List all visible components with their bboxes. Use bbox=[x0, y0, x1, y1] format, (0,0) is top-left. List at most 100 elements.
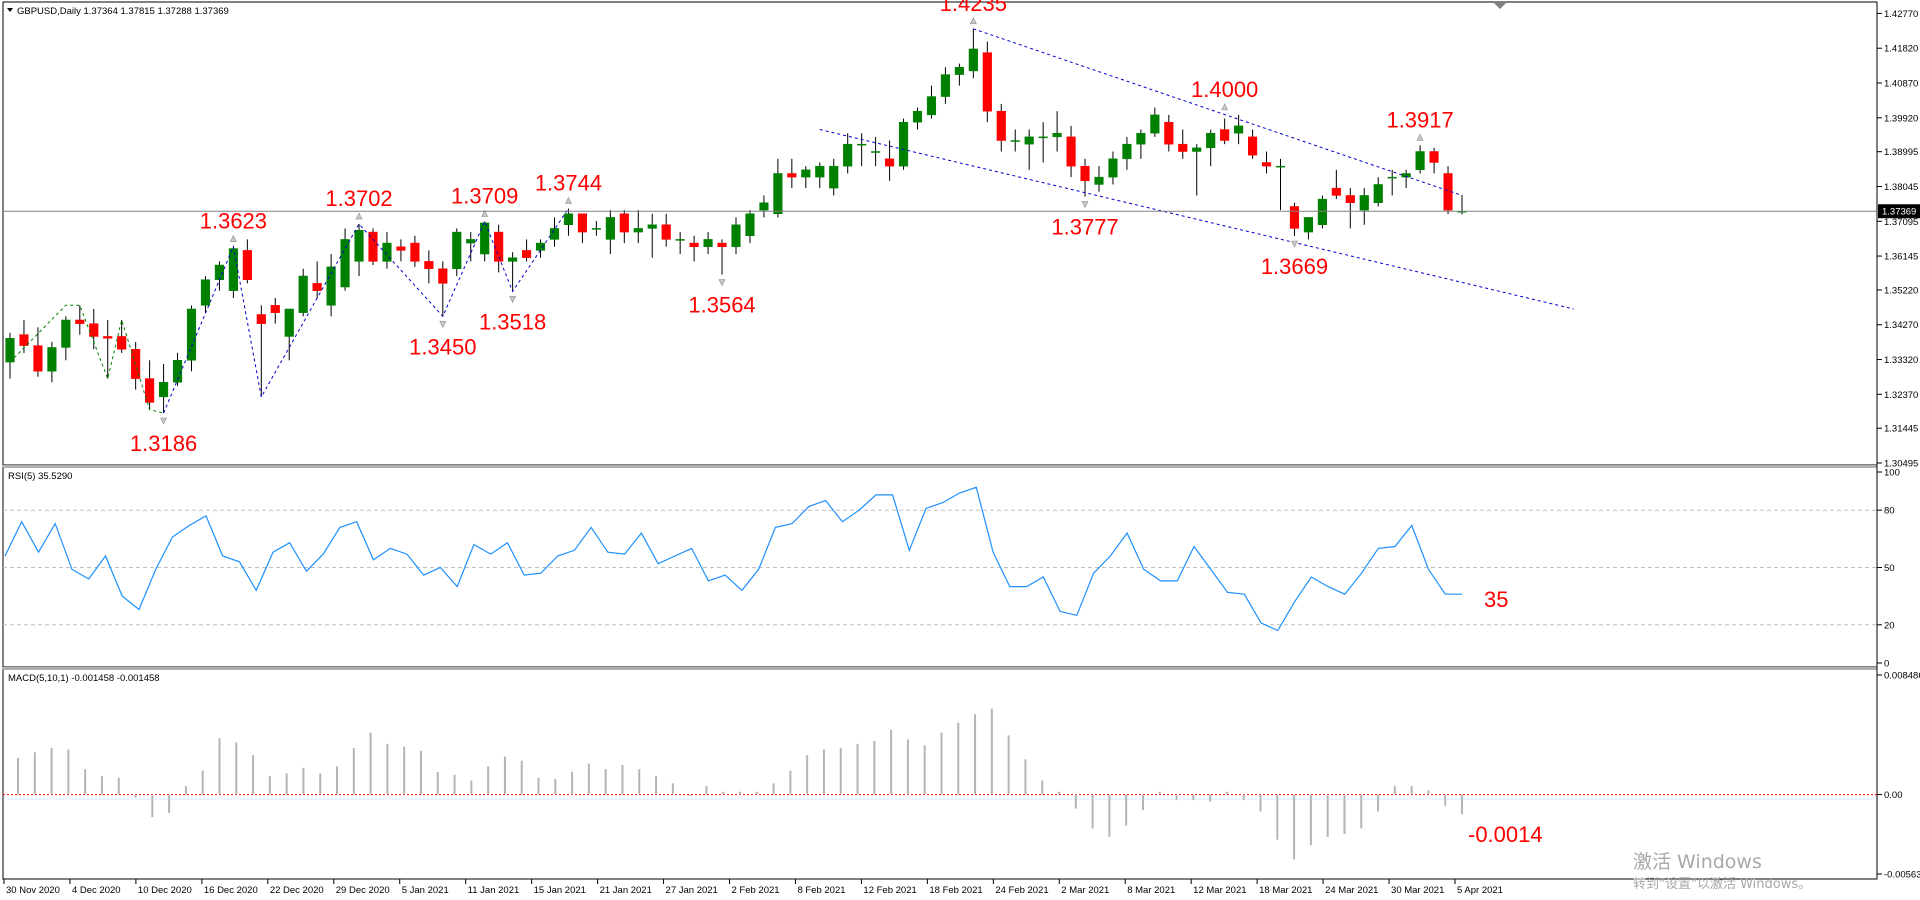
candle-body bbox=[815, 165, 825, 178]
candle-body bbox=[1038, 136, 1048, 139]
candle-body bbox=[270, 305, 280, 313]
candle-body bbox=[47, 347, 57, 372]
chart-shift-icon[interactable] bbox=[1494, 3, 1506, 9]
macd-axis-tick-label: -0.005638 bbox=[1884, 870, 1920, 881]
candle-body bbox=[619, 213, 629, 233]
candle-body bbox=[326, 266, 336, 306]
fractal-arrow-icon bbox=[1290, 240, 1298, 248]
rsi-axis-tick-label: 50 bbox=[1884, 563, 1895, 574]
time-axis-tick-label: 5 Apr 2021 bbox=[1457, 885, 1503, 896]
time-axis-tick-label: 8 Feb 2021 bbox=[797, 885, 845, 896]
rsi-line bbox=[4, 486, 1462, 632]
rsi-axis-tick-label: 80 bbox=[1884, 506, 1895, 517]
time-axis-tick-label: 11 Jan 2021 bbox=[468, 885, 520, 896]
axes-layer: 1.42770 1.41820 1.40870 1.39920 1.38995 1.380… bbox=[3, 9, 1920, 896]
candle-body bbox=[186, 308, 197, 361]
fractal-arrow-icon bbox=[439, 321, 447, 328]
candle-body bbox=[368, 231, 378, 262]
chart-title: GBPUSD,Daily 1.37364 1.37815 1.37288 1.3… bbox=[17, 6, 229, 17]
candle-body bbox=[452, 231, 462, 269]
candle-body bbox=[926, 96, 937, 116]
current-price-tag-label: 1.37369 bbox=[1882, 207, 1916, 218]
candle-body bbox=[898, 121, 909, 167]
price-axis-tick-label: 1.35220 bbox=[1884, 285, 1918, 296]
macd-axis-tick-label: 0.008486 bbox=[1884, 671, 1920, 682]
candle-body bbox=[535, 242, 546, 251]
candle-body bbox=[1108, 158, 1118, 178]
candle-body bbox=[1317, 198, 1327, 226]
price-annotation: 1.3450 bbox=[409, 334, 476, 359]
candle-body bbox=[871, 151, 881, 153]
candle-body bbox=[382, 242, 392, 262]
time-axis-tick-label: 2 Feb 2021 bbox=[732, 885, 780, 896]
candle-body bbox=[787, 173, 797, 178]
candle-body bbox=[480, 222, 490, 255]
candle-body bbox=[843, 143, 853, 167]
time-axis-tick-label: 30 Mar 2021 bbox=[1391, 885, 1444, 896]
panel-separator[interactable] bbox=[3, 465, 1877, 468]
time-axis-tick-label: 27 Jan 2021 bbox=[666, 885, 718, 896]
candle-body bbox=[354, 229, 364, 262]
time-axis-tick-label: 21 Jan 2021 bbox=[600, 885, 652, 896]
candle-body bbox=[1359, 195, 1369, 211]
candle-body bbox=[633, 228, 643, 233]
time-axis-tick-label: 29 Dec 2020 bbox=[336, 885, 390, 896]
panel-separator[interactable] bbox=[3, 667, 1877, 670]
rsi-layer: 100 80 50 20 0 35 bbox=[3, 468, 1900, 670]
price-axis-tick-label: 1.37095 bbox=[1884, 217, 1918, 228]
channel-upper-line bbox=[973, 28, 1463, 196]
candle-body bbox=[1136, 132, 1146, 145]
candle-body bbox=[298, 275, 308, 313]
candle-body bbox=[1345, 195, 1355, 204]
price-axis-tick-label: 1.36145 bbox=[1884, 252, 1918, 263]
candle-body bbox=[829, 165, 839, 189]
candle-body bbox=[1094, 176, 1104, 185]
price-axis-tick-label: 1.40870 bbox=[1884, 79, 1918, 90]
dropdown-triangle-icon[interactable] bbox=[7, 8, 13, 12]
current-price-tag bbox=[1878, 204, 1920, 219]
price-annotation: 1.3669 bbox=[1261, 254, 1328, 279]
candle-body bbox=[200, 279, 211, 306]
candle-body bbox=[857, 143, 867, 146]
candle-body bbox=[912, 110, 923, 123]
candle-body bbox=[1429, 151, 1439, 163]
candle-body bbox=[1234, 125, 1244, 134]
zigzag-line-bear bbox=[163, 208, 569, 414]
candle-body bbox=[675, 239, 685, 241]
candle-body bbox=[801, 169, 811, 178]
rsi-label: RSI(5) 35.5290 bbox=[8, 471, 72, 482]
fractal-arrow-icon bbox=[1221, 103, 1229, 111]
time-axis-tick-label: 8 Mar 2021 bbox=[1127, 885, 1175, 896]
candle-body bbox=[396, 246, 406, 251]
candle-body bbox=[438, 268, 448, 284]
fractal-arrow-icon bbox=[160, 417, 168, 425]
macd-axis-tick-label: 0.00 bbox=[1884, 790, 1903, 801]
price-annotation: 1.3186 bbox=[130, 431, 197, 456]
candles-layer bbox=[5, 28, 1467, 414]
candle-body bbox=[1206, 132, 1216, 149]
candle-body bbox=[1080, 165, 1090, 182]
candle-body bbox=[75, 319, 85, 324]
rsi-axis-tick-label: 100 bbox=[1884, 468, 1900, 479]
candle-body bbox=[61, 319, 71, 348]
candle-body bbox=[1373, 184, 1383, 204]
rsi-axis-tick-label: 0 bbox=[1884, 659, 1889, 670]
price-annotation: 1.3744 bbox=[535, 171, 602, 196]
candle-body bbox=[577, 213, 588, 233]
time-axis-tick-label: 12 Feb 2021 bbox=[863, 885, 916, 896]
candle-body bbox=[1275, 165, 1286, 168]
price-axis-tick-label: 1.32370 bbox=[1884, 390, 1918, 401]
time-axis-tick-label: 2 Mar 2021 bbox=[1061, 885, 1109, 896]
candle-body bbox=[5, 338, 15, 363]
candle-body bbox=[773, 173, 783, 215]
candle-body bbox=[19, 334, 29, 346]
candle-body bbox=[884, 158, 895, 167]
price-annotation: 1.3917 bbox=[1386, 107, 1453, 132]
price-annotation: 1.3564 bbox=[688, 293, 755, 318]
macd-layer: 0.008486 0.00 -0.005638 -0.0014 bbox=[3, 671, 1920, 881]
candle-body bbox=[172, 360, 183, 383]
candle-body bbox=[466, 239, 476, 244]
price-annotation: 1.3777 bbox=[1051, 215, 1118, 240]
main-panel-frame bbox=[2, 1, 1878, 466]
